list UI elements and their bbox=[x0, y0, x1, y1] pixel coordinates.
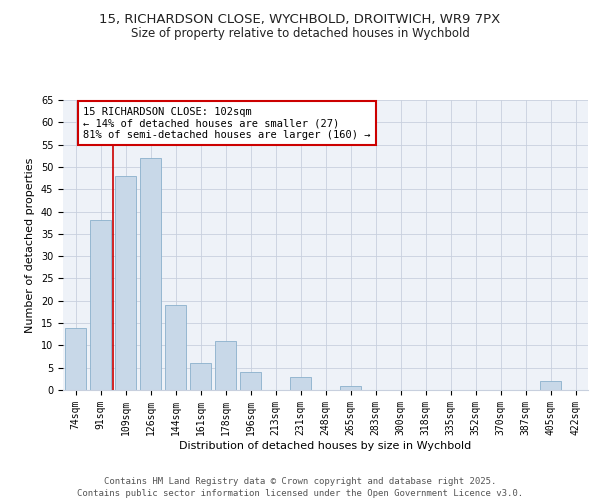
X-axis label: Distribution of detached houses by size in Wychbold: Distribution of detached houses by size … bbox=[179, 440, 472, 450]
Text: Size of property relative to detached houses in Wychbold: Size of property relative to detached ho… bbox=[131, 28, 469, 40]
Bar bbox=[140, 158, 161, 390]
Bar bbox=[190, 363, 211, 390]
Text: 15, RICHARDSON CLOSE, WYCHBOLD, DROITWICH, WR9 7PX: 15, RICHARDSON CLOSE, WYCHBOLD, DROITWIC… bbox=[100, 12, 500, 26]
Bar bbox=[340, 386, 361, 390]
Bar bbox=[540, 381, 561, 390]
Bar bbox=[290, 376, 311, 390]
Bar bbox=[65, 328, 86, 390]
Bar bbox=[115, 176, 136, 390]
Bar bbox=[215, 341, 236, 390]
Y-axis label: Number of detached properties: Number of detached properties bbox=[25, 158, 35, 332]
Text: Contains HM Land Registry data © Crown copyright and database right 2025.
Contai: Contains HM Land Registry data © Crown c… bbox=[77, 476, 523, 498]
Bar bbox=[90, 220, 111, 390]
Bar bbox=[240, 372, 261, 390]
Text: 15 RICHARDSON CLOSE: 102sqm
← 14% of detached houses are smaller (27)
81% of sem: 15 RICHARDSON CLOSE: 102sqm ← 14% of det… bbox=[83, 106, 371, 140]
Bar bbox=[165, 305, 186, 390]
